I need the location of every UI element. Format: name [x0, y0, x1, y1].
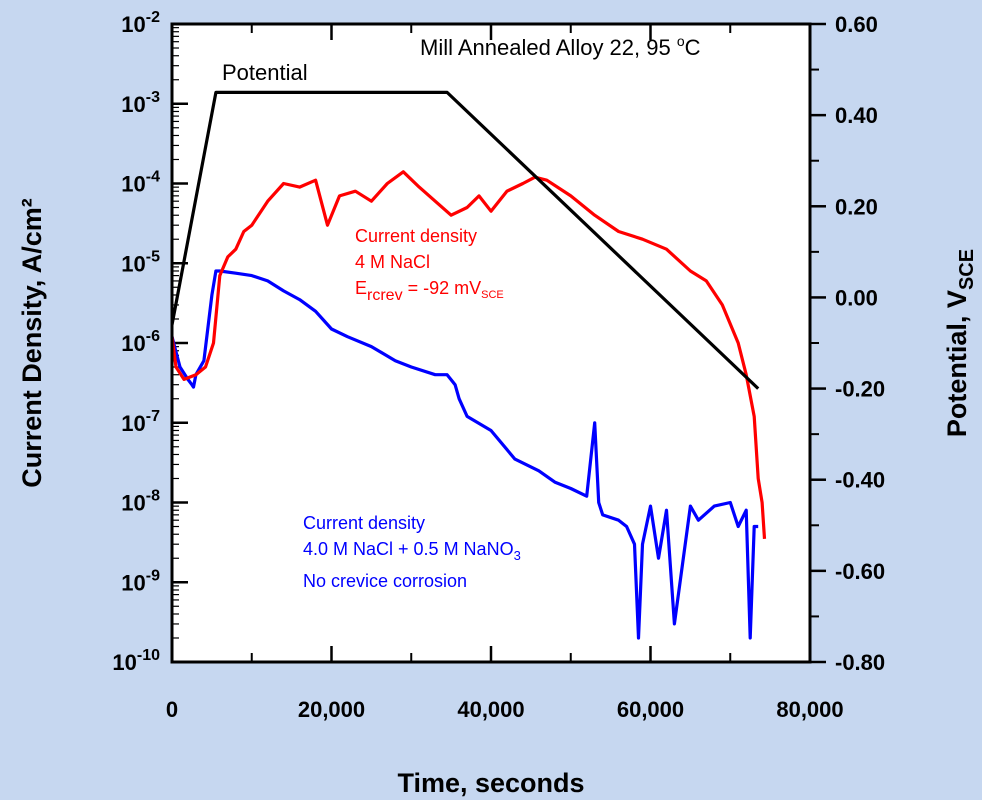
- y-left-axis-title: Current Density, A/cm²: [17, 198, 47, 488]
- x-axis-title: Time, seconds: [397, 768, 584, 798]
- nacl-series-line: [172, 170, 767, 540]
- y-right-axis-title: Potential, VSCE: [942, 249, 978, 437]
- x-tick-label: 0: [166, 697, 178, 722]
- chart-title: Mill Annealed Alloy 22, 95 oC: [420, 33, 701, 60]
- nacl-label-ercrev: Ercrev = -92 mVSCE: [355, 278, 504, 304]
- y-left-tick-label: 10-2: [121, 9, 160, 37]
- plot-frame: [170, 22, 812, 664]
- y-left-tick-label: 10-10: [112, 647, 160, 675]
- y-left-tick-label: 10-8: [121, 488, 160, 516]
- ercrev-sce: SCE: [481, 289, 504, 301]
- nitrate-label-text: 4.0 M NaCl + 0.5 M NaNO: [303, 539, 514, 559]
- y-right-tick-label: 0.00: [835, 285, 878, 310]
- ercrev-base: E: [355, 278, 367, 298]
- plot-area: [172, 24, 810, 662]
- y-left-tick-label: 10-9: [121, 567, 160, 595]
- x-tick-label: 20,000: [298, 697, 365, 722]
- nacl-label-line-2: 4 M NaCl: [355, 252, 430, 272]
- potential-series-line: [172, 90, 760, 390]
- y-left-tick-label: 10-5: [121, 248, 160, 276]
- nacl-label: Current density 4 M NaCl Ercrev = -92 mV…: [355, 226, 504, 304]
- y-left-tick-label: 10-6: [121, 328, 160, 356]
- nitrate-label-line-2: 4.0 M NaCl + 0.5 M NaNO3: [303, 539, 521, 563]
- tick-labels: 0 20,000 40,000 60,000 80,000 10-2 10-3 10-4 10-…: [112, 9, 885, 722]
- y-right-tick-label: 0.60: [835, 12, 878, 37]
- x-tick-label: 40,000: [457, 697, 524, 722]
- y-left-tick-label: 10-4: [121, 169, 160, 197]
- ercrev-mid: = -92 mV: [403, 278, 482, 298]
- nitrate-series-line: [172, 269, 759, 640]
- nitrate-label-line-3: No crevice corrosion: [303, 571, 467, 591]
- nitrate-label-sub: 3: [514, 548, 521, 563]
- series-layer: [172, 90, 767, 640]
- y-right-tick-label: -0.60: [835, 559, 885, 584]
- ercrev-sub: rcrev: [367, 287, 403, 304]
- y-left-tick-label: 10-3: [121, 89, 160, 117]
- y-right-axis-title-main: Potential, V: [942, 290, 972, 437]
- y-right-tick-label: -0.20: [835, 377, 885, 402]
- x-tick-label: 80,000: [776, 697, 843, 722]
- x-tick-label: 60,000: [617, 697, 684, 722]
- y-left-tick-label: 10-7: [121, 408, 160, 436]
- y-right-tick-label: -0.80: [835, 650, 885, 675]
- potential-label: Potential: [222, 60, 308, 85]
- nacl-label-line-1: Current density: [355, 226, 477, 246]
- y-right-tick-label: 0.20: [835, 194, 878, 219]
- y-right-tick-label: 0.40: [835, 103, 878, 128]
- y-right-tick-label: -0.40: [835, 468, 885, 493]
- nitrate-label-line-1: Current density: [303, 513, 425, 533]
- y-right-axis-title-sub: SCE: [956, 249, 978, 290]
- nitrate-label: Current density 4.0 M NaCl + 0.5 M NaNO3…: [303, 513, 521, 591]
